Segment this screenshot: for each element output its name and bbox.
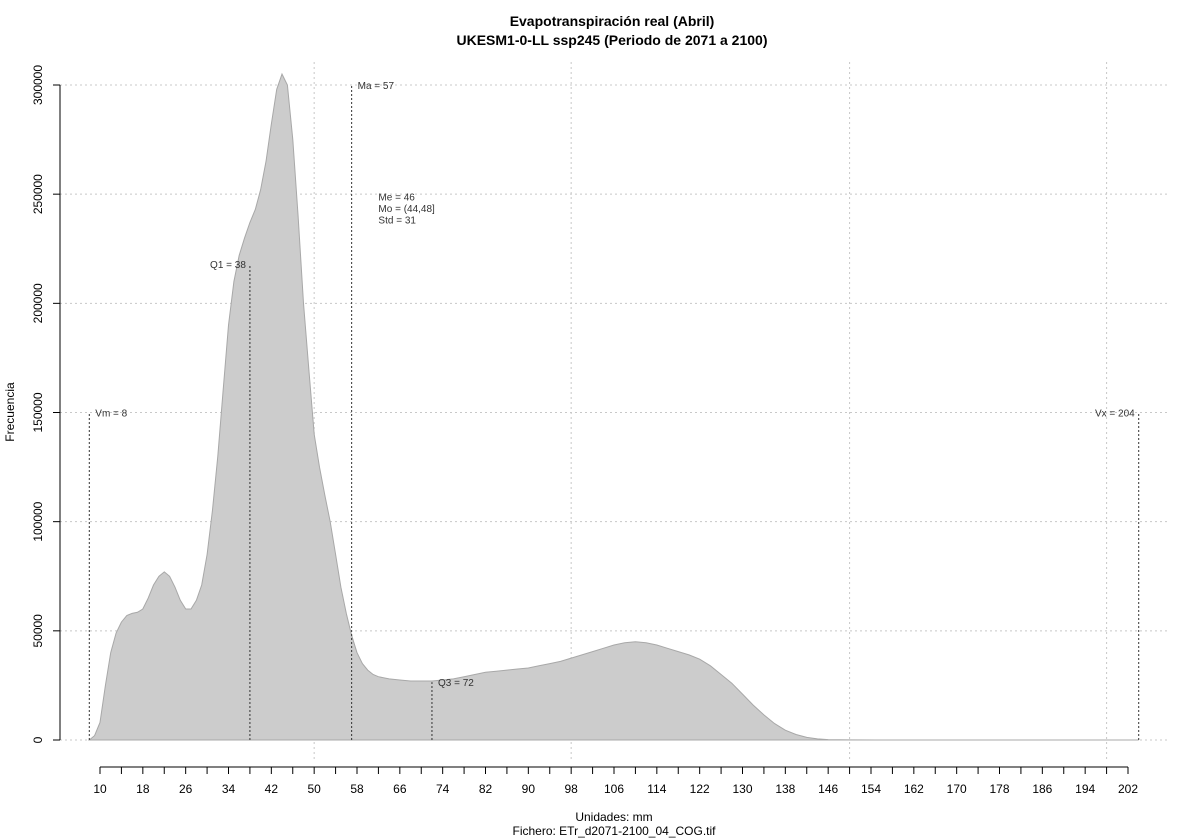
x-tick-label: 130 <box>732 782 752 796</box>
y-axis-label: Frecuencia <box>3 382 17 442</box>
x-axis-label: Unidades: mm <box>575 810 652 824</box>
y-tick-label: 300000 <box>31 65 45 105</box>
x-tick-label: 114 <box>647 782 666 796</box>
x-tick-label: 202 <box>1118 782 1138 796</box>
chart-title: Evapotranspiración real (Abril) <box>510 13 715 29</box>
x-tick-label: 34 <box>222 782 236 796</box>
stat-annotation: Q1 = 38 <box>210 260 246 271</box>
x-tick-label: 154 <box>861 782 881 796</box>
y-tick-label: 100000 <box>31 501 45 541</box>
x-tick-label: 186 <box>1032 782 1052 796</box>
x-tick-label: 122 <box>690 782 710 796</box>
x-tick-label: 162 <box>904 782 924 796</box>
x-tick-label: 18 <box>136 782 150 796</box>
stat-annotation: Vm = 8 <box>95 409 127 420</box>
x-tick-label: 10 <box>93 782 107 796</box>
stats-box-line: Mo = (44,48] <box>378 204 435 215</box>
stat-annotation: Vx = 204 <box>1095 409 1135 420</box>
y-axis: 0 50000 100000 150000 200000 250000 300000 <box>31 65 61 743</box>
x-tick-label: 194 <box>1075 782 1095 796</box>
x-tick-label: 178 <box>989 782 1009 796</box>
x-tick-label: 106 <box>604 782 624 796</box>
stat-annotation: Ma = 57 <box>358 81 395 92</box>
x-tick-label: 98 <box>564 782 578 796</box>
x-tick-label: 170 <box>947 782 967 796</box>
x-tick-label: 138 <box>775 782 795 796</box>
stats-box-line: Std = 31 <box>378 216 416 227</box>
x-tick-label: 50 <box>307 782 321 796</box>
stat-annotation: Q3 = 72 <box>438 678 474 689</box>
density-area <box>87 72 1139 741</box>
y-tick-label: 250000 <box>31 174 45 214</box>
y-tick-label: 50000 <box>31 614 45 648</box>
chart-subtitle: UKESM1-0-LL ssp245 (Periodo de 2071 a 21… <box>457 32 768 48</box>
y-tick-label: 0 <box>31 736 45 743</box>
y-tick-label: 150000 <box>31 392 45 432</box>
stats-box-line: Me = 46 <box>378 193 415 204</box>
x-tick-label: 146 <box>818 782 838 796</box>
chart-caption: Fichero: ETr_d2071-2100_04_COG.tif <box>513 824 717 838</box>
x-tick-label: 66 <box>393 782 407 796</box>
x-tick-label: 42 <box>265 782 279 796</box>
x-axis: 10 18 26 34 42 50 58 66 74 82 90 98 106 114 122 130 138 1… <box>93 766 1138 796</box>
x-tick-label: 90 <box>522 782 536 796</box>
density-area-path <box>87 72 1139 741</box>
y-tick-label: 200000 <box>31 283 45 323</box>
x-tick-label: 74 <box>436 782 450 796</box>
x-tick-label: 58 <box>350 782 364 796</box>
stat-annotations: Vm = 8 Q1 = 38 Ma = 57 Q3 = 72 Vx = 204 <box>95 81 1135 689</box>
x-tick-label: 82 <box>479 782 493 796</box>
x-tick-label: 26 <box>179 782 193 796</box>
stat-lines <box>88 85 1140 740</box>
